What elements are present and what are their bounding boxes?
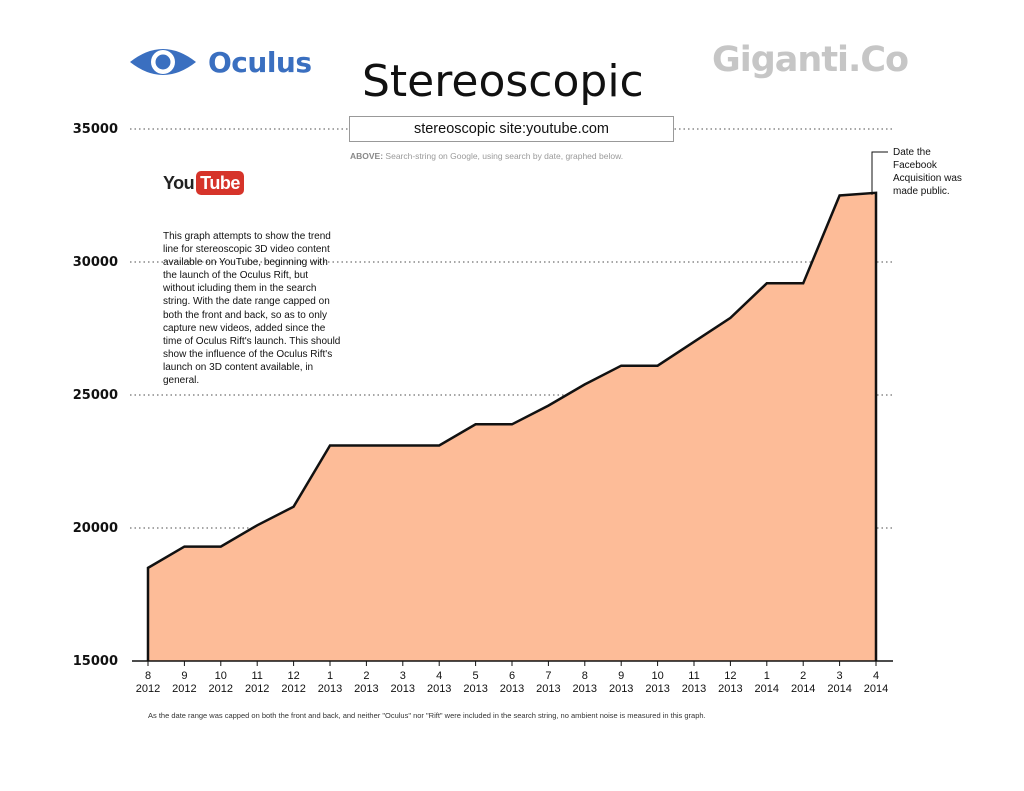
- x-tick-month: 6: [509, 670, 515, 682]
- x-tick-month: 5: [473, 670, 479, 682]
- x-tick-year: 2012: [172, 683, 196, 695]
- x-tick-year: 2013: [391, 683, 415, 695]
- x-tick-year: 2013: [536, 683, 560, 695]
- y-tick-label: 30000: [73, 255, 118, 270]
- page-title: Stereoscopic: [362, 56, 644, 107]
- x-tick-month: 11: [251, 670, 262, 682]
- series-line: [146, 191, 878, 661]
- x-tick-year: 2013: [718, 683, 742, 695]
- x-tick-month: 10: [215, 670, 227, 682]
- x-tick-month: 12: [724, 670, 736, 682]
- x-tick-year: 2012: [281, 683, 305, 695]
- x-tick-year: 2013: [573, 683, 597, 695]
- description-text: This graph attempts to show the trend li…: [163, 231, 341, 387]
- x-tick-year: 2013: [645, 683, 669, 695]
- x-tick-month: 2: [363, 670, 369, 682]
- x-tick-month: 12: [287, 670, 299, 682]
- x-tick-year: 2013: [609, 683, 633, 695]
- search-string-box: stereoscopic site:youtube.com: [349, 116, 674, 142]
- x-tick-year: 2013: [427, 683, 451, 695]
- x-tick-year: 2013: [318, 683, 342, 695]
- x-tick-month: 9: [618, 670, 624, 682]
- search-caption-text: Search-string on Google, using search by…: [383, 151, 624, 161]
- search-caption-label: ABOVE:: [350, 151, 384, 161]
- x-tick-year: 2014: [864, 683, 888, 695]
- y-tick-label: 20000: [73, 521, 118, 536]
- x-tick-month: 1: [764, 670, 770, 682]
- x-tick-month: 3: [400, 670, 406, 682]
- x-tick-month: 2: [800, 670, 806, 682]
- x-tick-year: 2012: [245, 683, 269, 695]
- x-tick-year: 2012: [136, 683, 160, 695]
- x-tick-year: 2013: [463, 683, 487, 695]
- x-tick-year: 2014: [791, 683, 815, 695]
- x-tick-month: 4: [873, 670, 879, 682]
- x-tick-year: 2014: [827, 683, 851, 695]
- x-tick-month: 7: [545, 670, 551, 682]
- y-tick-label: 25000: [73, 388, 118, 403]
- x-tick-year: 2012: [209, 683, 233, 695]
- oculus-logo-text: Oculus: [208, 45, 312, 79]
- x-tick-month: 3: [837, 670, 843, 682]
- facebook-acquisition-annotation: Date the Facebook Acquisition was made p…: [893, 147, 962, 197]
- x-tick-month: 1: [327, 670, 333, 682]
- search-caption: ABOVE: Search-string on Google, using se…: [350, 151, 680, 161]
- x-tick-month: 10: [651, 670, 663, 682]
- y-tick-label: 15000: [73, 654, 118, 669]
- x-tick-year: 2013: [682, 683, 706, 695]
- eye-icon: [130, 49, 196, 75]
- x-tick-year: 2013: [500, 683, 524, 695]
- x-tick-year: 2013: [354, 683, 378, 695]
- x-tick-year: 2014: [755, 683, 779, 695]
- x-tick-month: 11: [688, 670, 699, 682]
- x-tick-month: 4: [436, 670, 442, 682]
- youtube-logo-tube: Tube: [196, 171, 244, 195]
- x-tick-month: 8: [145, 670, 151, 682]
- area-fill: [148, 192, 876, 662]
- x-tick-month: 9: [181, 670, 187, 682]
- giganti-logo: Giganti.Co: [712, 40, 909, 80]
- y-tick-label: 35000: [73, 122, 118, 137]
- oculus-logo: Oculus: [128, 42, 312, 82]
- annotation-leader-line: [871, 151, 888, 195]
- x-tick-month: 8: [582, 670, 588, 682]
- youtube-logo: You Tube: [163, 171, 244, 195]
- youtube-logo-you: You: [163, 172, 195, 193]
- footnote: As the date range was capped on both the…: [148, 711, 706, 720]
